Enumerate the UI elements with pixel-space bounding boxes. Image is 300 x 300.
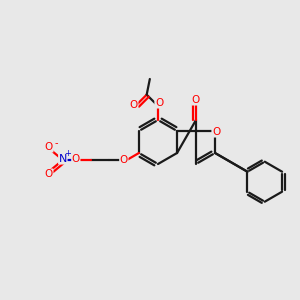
Text: O: O (45, 169, 53, 179)
Text: O: O (120, 155, 128, 165)
Text: O: O (45, 142, 53, 152)
Text: O: O (155, 98, 163, 108)
Text: O: O (72, 154, 80, 164)
Text: O: O (192, 95, 200, 105)
Text: -: - (54, 138, 58, 148)
Text: +: + (64, 149, 71, 158)
Text: O: O (212, 127, 220, 137)
Text: N: N (58, 154, 67, 164)
Text: O: O (130, 100, 138, 110)
